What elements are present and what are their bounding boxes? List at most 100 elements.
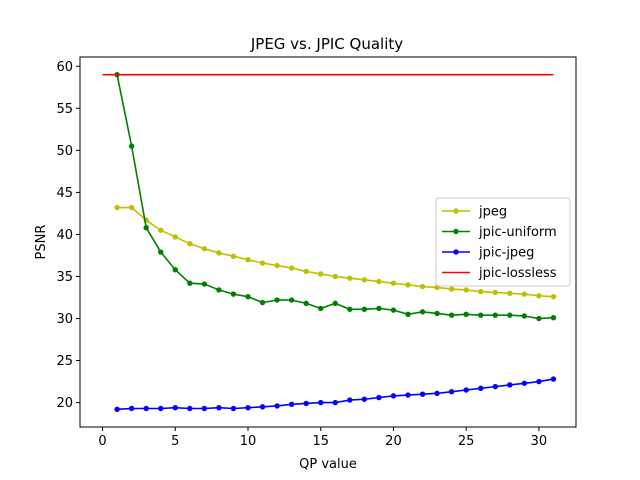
x-axis-label: QP value [299,457,357,472]
legend-entry-jpeg: jpeg [442,205,507,220]
y-tick-label: 25 [56,354,73,369]
data-point-jpeg [376,278,382,285]
x-tick-label: 25 [458,434,475,449]
data-point-jpic-uniform [288,297,295,303]
data-point-jpeg [419,283,426,290]
series-jpic-jpeg [114,376,557,413]
series-jpeg [114,204,557,300]
data-point-jpic-uniform [521,313,528,319]
data-point-jpic-jpeg [288,401,295,407]
x-tick-label: 5 [171,434,179,449]
data-point-jpic-uniform [158,249,164,255]
data-point-jpeg [405,282,411,288]
data-point-jpic-jpeg [158,405,164,412]
data-point-jpeg [521,291,528,297]
data-point-jpic-uniform [390,307,397,313]
data-point-jpic-jpeg [201,405,208,412]
x-tick-label: 15 [312,434,329,449]
legend-label: jpic-lossless [478,266,557,281]
data-point-jpic-jpeg [172,404,178,411]
data-point-jpeg [318,271,324,277]
legend-entry-jpic-uniform: jpic-uniform [442,225,557,240]
data-point-jpic-jpeg [405,392,411,398]
data-point-jpeg [361,277,368,283]
data-point-jpic-uniform [405,311,411,318]
data-point-jpeg [478,288,484,295]
data-point-jpic-uniform [347,306,353,312]
data-point-jpic-uniform [303,300,309,307]
data-point-jpic-jpeg [259,404,266,410]
data-point-jpic-uniform [376,305,382,312]
data-point-jpic-uniform [172,267,178,273]
legend-entry-jpic-lossless: jpic-lossless [442,266,557,281]
legend-entry-jpic-jpeg: jpic-jpeg [442,246,534,261]
chart-title: JPEG vs. JPIC Quality [250,35,403,53]
y-tick-label: 30 [56,312,73,327]
data-point-jpeg [230,253,237,259]
data-point-jpic-jpeg [332,399,338,406]
y-tick-label: 35 [56,270,73,285]
data-point-jpic-uniform [216,287,222,293]
data-point-jpic-uniform [332,300,338,307]
data-point-jpic-uniform [201,281,208,287]
legend-label: jpic-uniform [478,225,557,240]
data-point-jpic-uniform [507,312,513,318]
data-point-jpic-uniform [245,293,251,300]
legend-label: jpic-jpeg [478,246,534,261]
data-point-jpic-jpeg [434,390,440,397]
data-point-jpeg [332,273,338,280]
data-point-jpic-uniform [463,311,469,318]
data-point-jpic-jpeg [274,403,280,409]
data-point-jpeg [259,260,266,266]
data-point-jpeg [347,275,353,281]
data-point-jpic-jpeg [376,394,382,401]
data-point-jpic-uniform [361,306,368,312]
y-tick-label: 40 [56,228,73,243]
x-tick-label: 10 [240,434,257,449]
y-tick-label: 20 [56,396,73,411]
data-point-jpic-jpeg [463,387,469,393]
data-point-jpeg [448,286,455,292]
data-point-jpic-jpeg [303,400,309,407]
data-point-jpic-jpeg [419,391,426,397]
data-point-jpeg [463,287,469,293]
data-point-jpic-uniform [230,291,237,297]
data-point-jpeg [550,293,557,300]
data-point-jpic-uniform [492,312,498,318]
data-point-jpeg [172,234,178,240]
data-point-jpeg [274,262,280,269]
legend-box [435,197,571,287]
data-point-jpic-jpeg [448,388,455,395]
data-point-jpic-jpeg [536,378,542,385]
data-point-jpic-uniform [434,310,440,317]
data-point-jpic-jpeg [507,382,513,388]
data-point-jpic-jpeg [492,383,498,390]
data-point-jpic-uniform [128,143,135,149]
data-point-jpeg [288,265,295,271]
data-point-jpeg [128,204,135,211]
data-point-jpeg [303,268,309,275]
data-point-jpic-uniform [259,299,266,306]
y-tick-label: 55 [56,102,73,117]
data-point-jpeg [536,293,542,299]
data-point-jpeg [507,290,513,296]
legend-swatch-marker [453,249,459,255]
data-point-jpic-uniform [478,312,484,318]
data-point-jpic-jpeg [318,399,324,406]
data-point-jpic-jpeg [390,393,397,399]
data-point-jpic-jpeg [187,405,193,412]
data-point-jpic-jpeg [347,397,353,403]
data-point-jpic-uniform [187,280,193,286]
x-tick-label: 30 [531,434,548,449]
data-point-jpeg [245,256,251,263]
data-point-jpeg [216,250,222,256]
data-point-jpic-jpeg [550,376,557,382]
data-point-jpeg [390,280,397,286]
y-tick-label: 60 [56,60,73,75]
y-axis-label: PSNR [34,225,49,260]
data-point-jpic-jpeg [521,380,528,386]
data-point-jpic-uniform [419,309,426,315]
data-point-jpic-jpeg [216,404,222,411]
x-tick-label: 20 [385,434,402,449]
